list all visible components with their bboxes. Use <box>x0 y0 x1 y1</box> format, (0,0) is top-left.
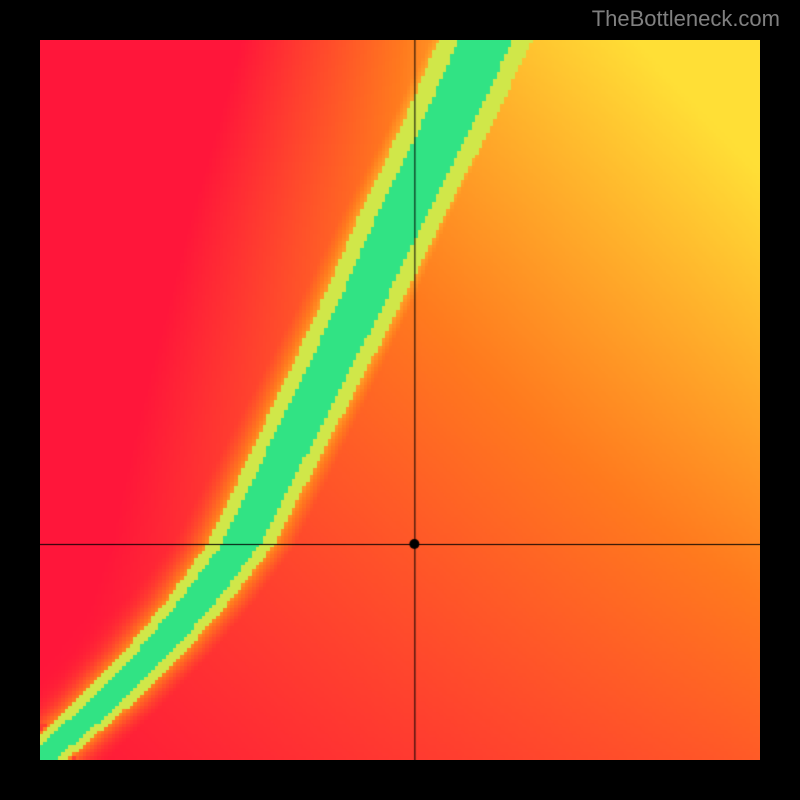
heatmap-plot-area <box>40 40 760 760</box>
heatmap-canvas <box>40 40 760 760</box>
watermark-text: TheBottleneck.com <box>592 6 780 32</box>
